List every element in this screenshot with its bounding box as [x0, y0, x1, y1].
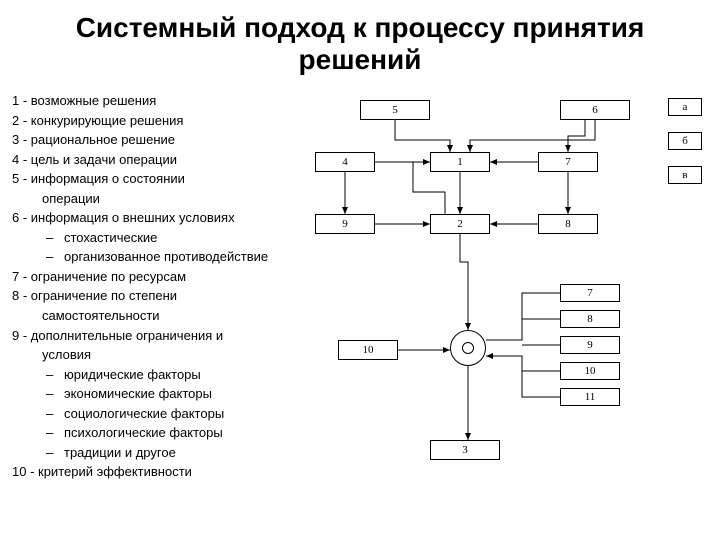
legend-subitem: –организованное противодействие — [12, 248, 302, 266]
legend-item: 6 - информация о внешних условиях — [12, 209, 302, 227]
edge-b2-circle — [460, 234, 468, 330]
legend-subitem: –традиции и другое — [12, 444, 302, 462]
diagram-box-r10: 10 — [560, 362, 620, 380]
diagram-box-b3: 3 — [430, 440, 500, 460]
legend-item-cont: самостоятельности — [12, 307, 302, 325]
legend-item: 10 - критерий эффективности — [12, 463, 302, 481]
flow-diagram: 5 6 4 1 7 9 2 8 10 7 8 9 10 11 3 абв — [300, 92, 710, 532]
legend-item-cont: операции — [12, 190, 302, 208]
legend-item: 2 - конкурирующие решения — [12, 112, 302, 130]
legend-item: 5 - информация о состоянии — [12, 170, 302, 188]
legend-item: 1 - возможные решения — [12, 92, 302, 110]
edge-b6-b1 — [470, 120, 595, 152]
legend-subitem: –экономические факторы — [12, 385, 302, 403]
diagram-box-r8: 8 — [560, 310, 620, 328]
diagram-box-b4: 4 — [315, 152, 375, 172]
diagram-box-b1: 1 — [430, 152, 490, 172]
legend-subitem: –юридические факторы — [12, 366, 302, 384]
edge-b6-b7 — [568, 120, 585, 152]
edge-r7-circle — [486, 293, 560, 340]
legend-subitem: –психологические факторы — [12, 424, 302, 442]
legend-list: 1 - возможные решения 2 - конкурирующие р… — [12, 92, 302, 483]
diagram-box-b10: 10 — [338, 340, 398, 360]
diagram-box-b6: 6 — [560, 100, 630, 120]
edge-b5-b1 — [395, 120, 450, 152]
legend-subitem: –социологические факторы — [12, 405, 302, 423]
diagram-box-b5: 5 — [360, 100, 430, 120]
diagram-box-b2: 2 — [430, 214, 490, 234]
diagram-circle-inner — [462, 342, 474, 354]
diagram-box-b9: 9 — [315, 214, 375, 234]
edge-r11-circle — [486, 356, 560, 397]
diagram-box-sa: а — [668, 98, 702, 116]
legend-item: 4 - цель и задачи операции — [12, 151, 302, 169]
diagram-box-r7: 7 — [560, 284, 620, 302]
diagram-box-r11: 11 — [560, 388, 620, 406]
diagram-box-sb: б — [668, 132, 702, 150]
diagram-box-sv: в — [668, 166, 702, 184]
diagram-box-b8: 8 — [538, 214, 598, 234]
diagram-box-b7: 7 — [538, 152, 598, 172]
legend-item: 7 - ограничение по ресурсам — [12, 268, 302, 286]
diagram-box-r9: 9 — [560, 336, 620, 354]
legend-item: 9 - дополнительные ограничения и — [12, 327, 302, 345]
legend-item: 3 - рациональное решение — [12, 131, 302, 149]
legend-item: 8 - ограничение по степени — [12, 287, 302, 305]
page-title: Системный подход к процессу принятия реш… — [0, 0, 720, 84]
legend-subitem: –стохастические — [12, 229, 302, 247]
legend-item-cont: условия — [12, 346, 302, 364]
